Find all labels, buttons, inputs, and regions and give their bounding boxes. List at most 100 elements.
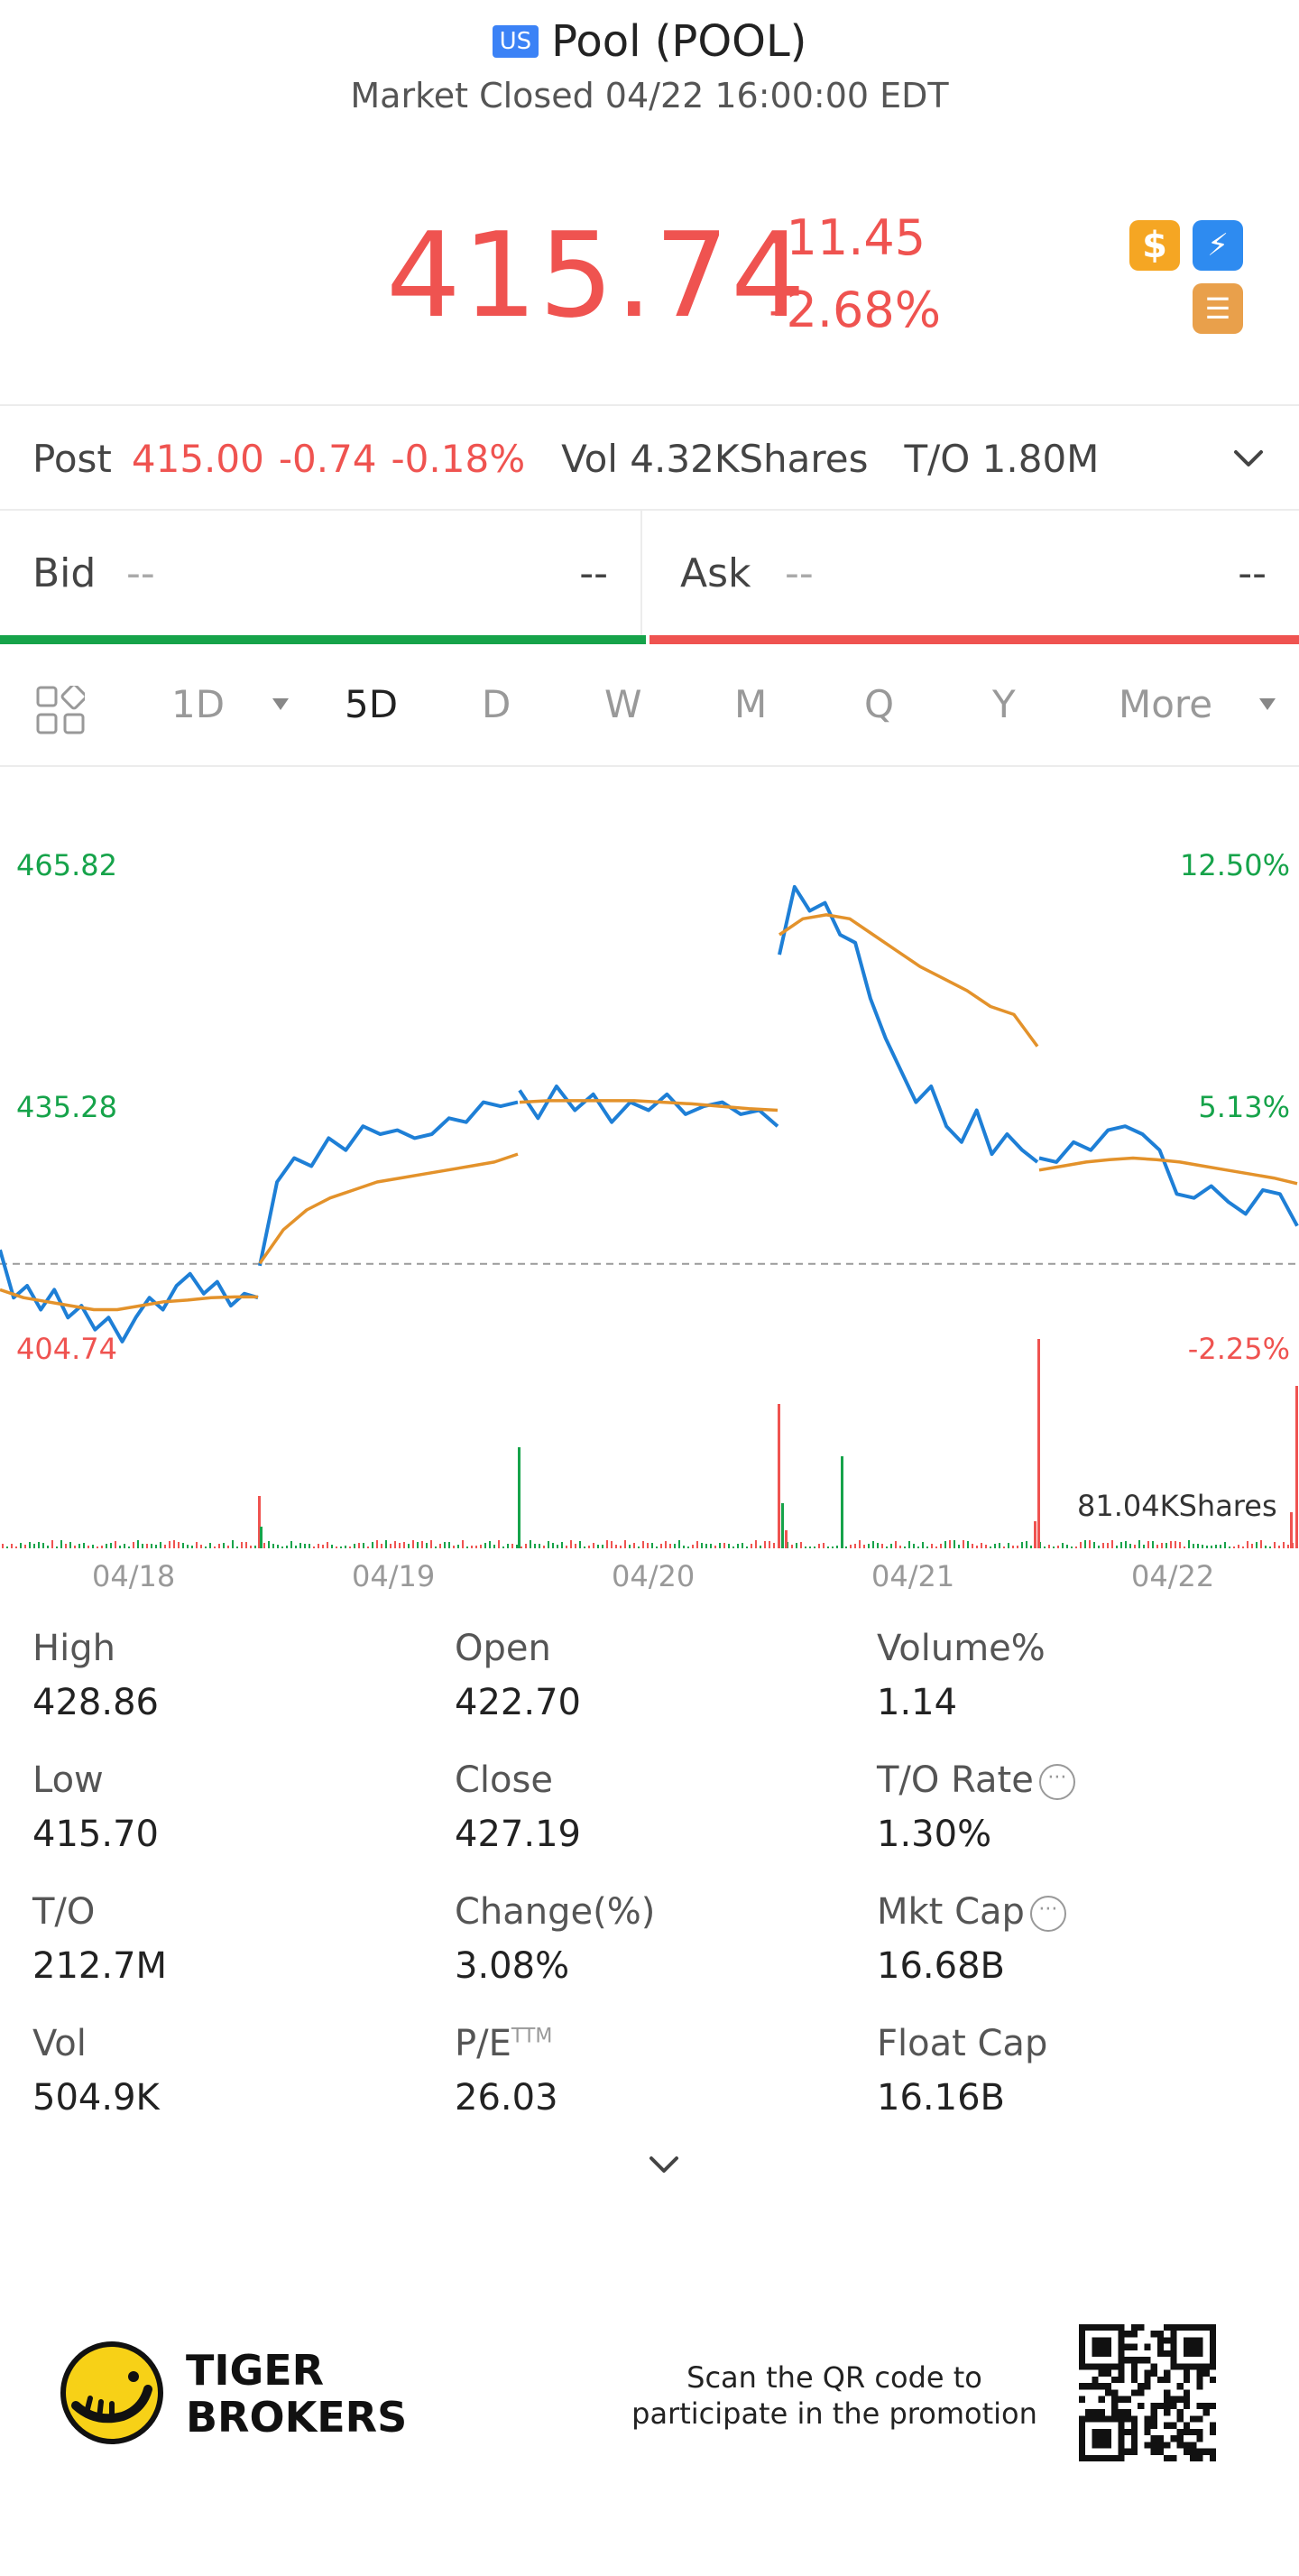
- qr-module: [1150, 2415, 1157, 2423]
- tab-w[interactable]: W: [604, 682, 642, 726]
- volume-bar: [656, 1547, 658, 1548]
- volume-bar: [781, 1503, 784, 1548]
- qr-module: [1170, 2343, 1177, 2350]
- price-change-pct: -2.68%: [769, 282, 942, 338]
- bid-label: Bid: [32, 550, 97, 596]
- volume-bar: [620, 1546, 622, 1548]
- volume-bar: [881, 1544, 883, 1548]
- tab-q[interactable]: Q: [864, 682, 895, 726]
- volume-bar: [579, 1541, 581, 1548]
- dollar-icon[interactable]: $: [1129, 220, 1180, 271]
- chevron-down-icon[interactable]: [646, 2151, 682, 2178]
- qr-module: [1196, 2402, 1203, 2410]
- qr-module: [1196, 2343, 1203, 2350]
- tab-more[interactable]: More: [1119, 682, 1213, 726]
- volume-bar: [963, 1540, 964, 1548]
- qr-module: [1144, 2383, 1151, 2390]
- stat-high: High 428.86: [32, 1628, 159, 1723]
- volume-bar: [313, 1547, 315, 1548]
- qr-module: [1130, 2415, 1138, 2423]
- volume-bar: [954, 1540, 955, 1548]
- qr-module: [1170, 2337, 1177, 2344]
- qr-module: [1118, 2331, 1125, 2338]
- more-info-icon[interactable]: ···: [1038, 1764, 1075, 1800]
- qr-module: [1118, 2343, 1125, 2350]
- qr-module: [1092, 2337, 1099, 2344]
- volume-bar: [254, 1546, 256, 1548]
- volume-bar: [949, 1540, 951, 1548]
- qr-module: [1130, 2357, 1138, 2364]
- stat-volume-pct: Volume% 1.14: [877, 1628, 1046, 1723]
- qr-module: [1170, 2402, 1177, 2410]
- qr-module: [1092, 2454, 1099, 2461]
- volume-bar: [917, 1547, 919, 1548]
- volume-bar: [295, 1546, 297, 1548]
- volume-bar: [128, 1547, 130, 1548]
- volume-bar: [868, 1544, 870, 1548]
- volume-bar: [484, 1543, 486, 1548]
- tab-y[interactable]: Y: [992, 682, 1016, 726]
- qr-module: [1170, 2396, 1177, 2403]
- qr-module: [1111, 2402, 1119, 2410]
- qr-module: [1176, 2383, 1184, 2390]
- volume-bar: [218, 1544, 220, 1548]
- chart-layout-icon[interactable]: [36, 686, 85, 734]
- layers-icon[interactable]: ☰: [1193, 283, 1243, 334]
- qr-module: [1104, 2415, 1112, 2423]
- volume-bar: [719, 1543, 721, 1548]
- chevron-down-icon[interactable]: [1230, 440, 1267, 476]
- tab-5d[interactable]: 5D: [345, 682, 399, 726]
- qr-module: [1164, 2376, 1171, 2384]
- volume-bar: [606, 1540, 608, 1548]
- volume-bar: [710, 1544, 712, 1548]
- volume-bar: [1048, 1545, 1050, 1548]
- volume-bar: [318, 1544, 319, 1548]
- tab-1d[interactable]: 1D: [171, 682, 226, 726]
- qr-module: [1138, 2357, 1145, 2364]
- volume-bar: [994, 1544, 996, 1548]
- x-tick: 04/19: [352, 1559, 436, 1593]
- volume-bar: [922, 1542, 924, 1548]
- flash-icon[interactable]: ⚡: [1193, 220, 1243, 271]
- qr-module: [1202, 2409, 1210, 2416]
- qr-module: [1079, 2396, 1086, 2403]
- volume-bar: [796, 1543, 797, 1548]
- volume-bar: [1057, 1546, 1059, 1548]
- volume-bar: [1075, 1547, 1077, 1548]
- qr-module: [1156, 2376, 1165, 2384]
- qr-module: [1085, 2324, 1092, 2331]
- tab-m[interactable]: M: [734, 682, 768, 726]
- qr-module: [1156, 2343, 1165, 2350]
- qr-module: [1150, 2442, 1157, 2449]
- qr-module: [1130, 2448, 1138, 2455]
- qr-module: [1150, 2331, 1157, 2338]
- qr-module: [1124, 2331, 1131, 2338]
- qr-module: [1196, 2383, 1203, 2390]
- qr-module: [1130, 2428, 1138, 2436]
- tab-d[interactable]: D: [482, 682, 511, 726]
- price-chart[interactable]: [0, 767, 1299, 1561]
- qr-module: [1202, 2369, 1210, 2377]
- qr-module: [1098, 2435, 1105, 2442]
- caret-down-icon[interactable]: [1259, 698, 1276, 710]
- caret-down-icon[interactable]: [272, 698, 289, 710]
- volume-bar: [124, 1544, 125, 1548]
- volume-bar: [705, 1544, 707, 1548]
- volume-bar: [1202, 1545, 1203, 1548]
- more-info-icon[interactable]: ···: [1029, 1896, 1066, 1932]
- qr-module: [1124, 2428, 1131, 2436]
- stat-turnover: T/O 212.7M: [32, 1891, 167, 1987]
- qr-module: [1183, 2324, 1191, 2331]
- volume-bar: [42, 1543, 44, 1548]
- qr-module: [1092, 2435, 1099, 2442]
- volume-bar: [1247, 1541, 1248, 1548]
- volume-bar: [83, 1543, 85, 1548]
- volume-bar: [1295, 1386, 1298, 1548]
- post-market-row[interactable]: Post 415.00 -0.74 -0.18% Vol 4.32KShares…: [0, 406, 1299, 511]
- volume-bar: [457, 1545, 459, 1548]
- volume-bar: [1138, 1540, 1140, 1548]
- qr-module: [1209, 2363, 1216, 2370]
- qr-module: [1138, 2389, 1145, 2396]
- volume-bar: [1197, 1544, 1199, 1548]
- qr-module: [1190, 2350, 1197, 2358]
